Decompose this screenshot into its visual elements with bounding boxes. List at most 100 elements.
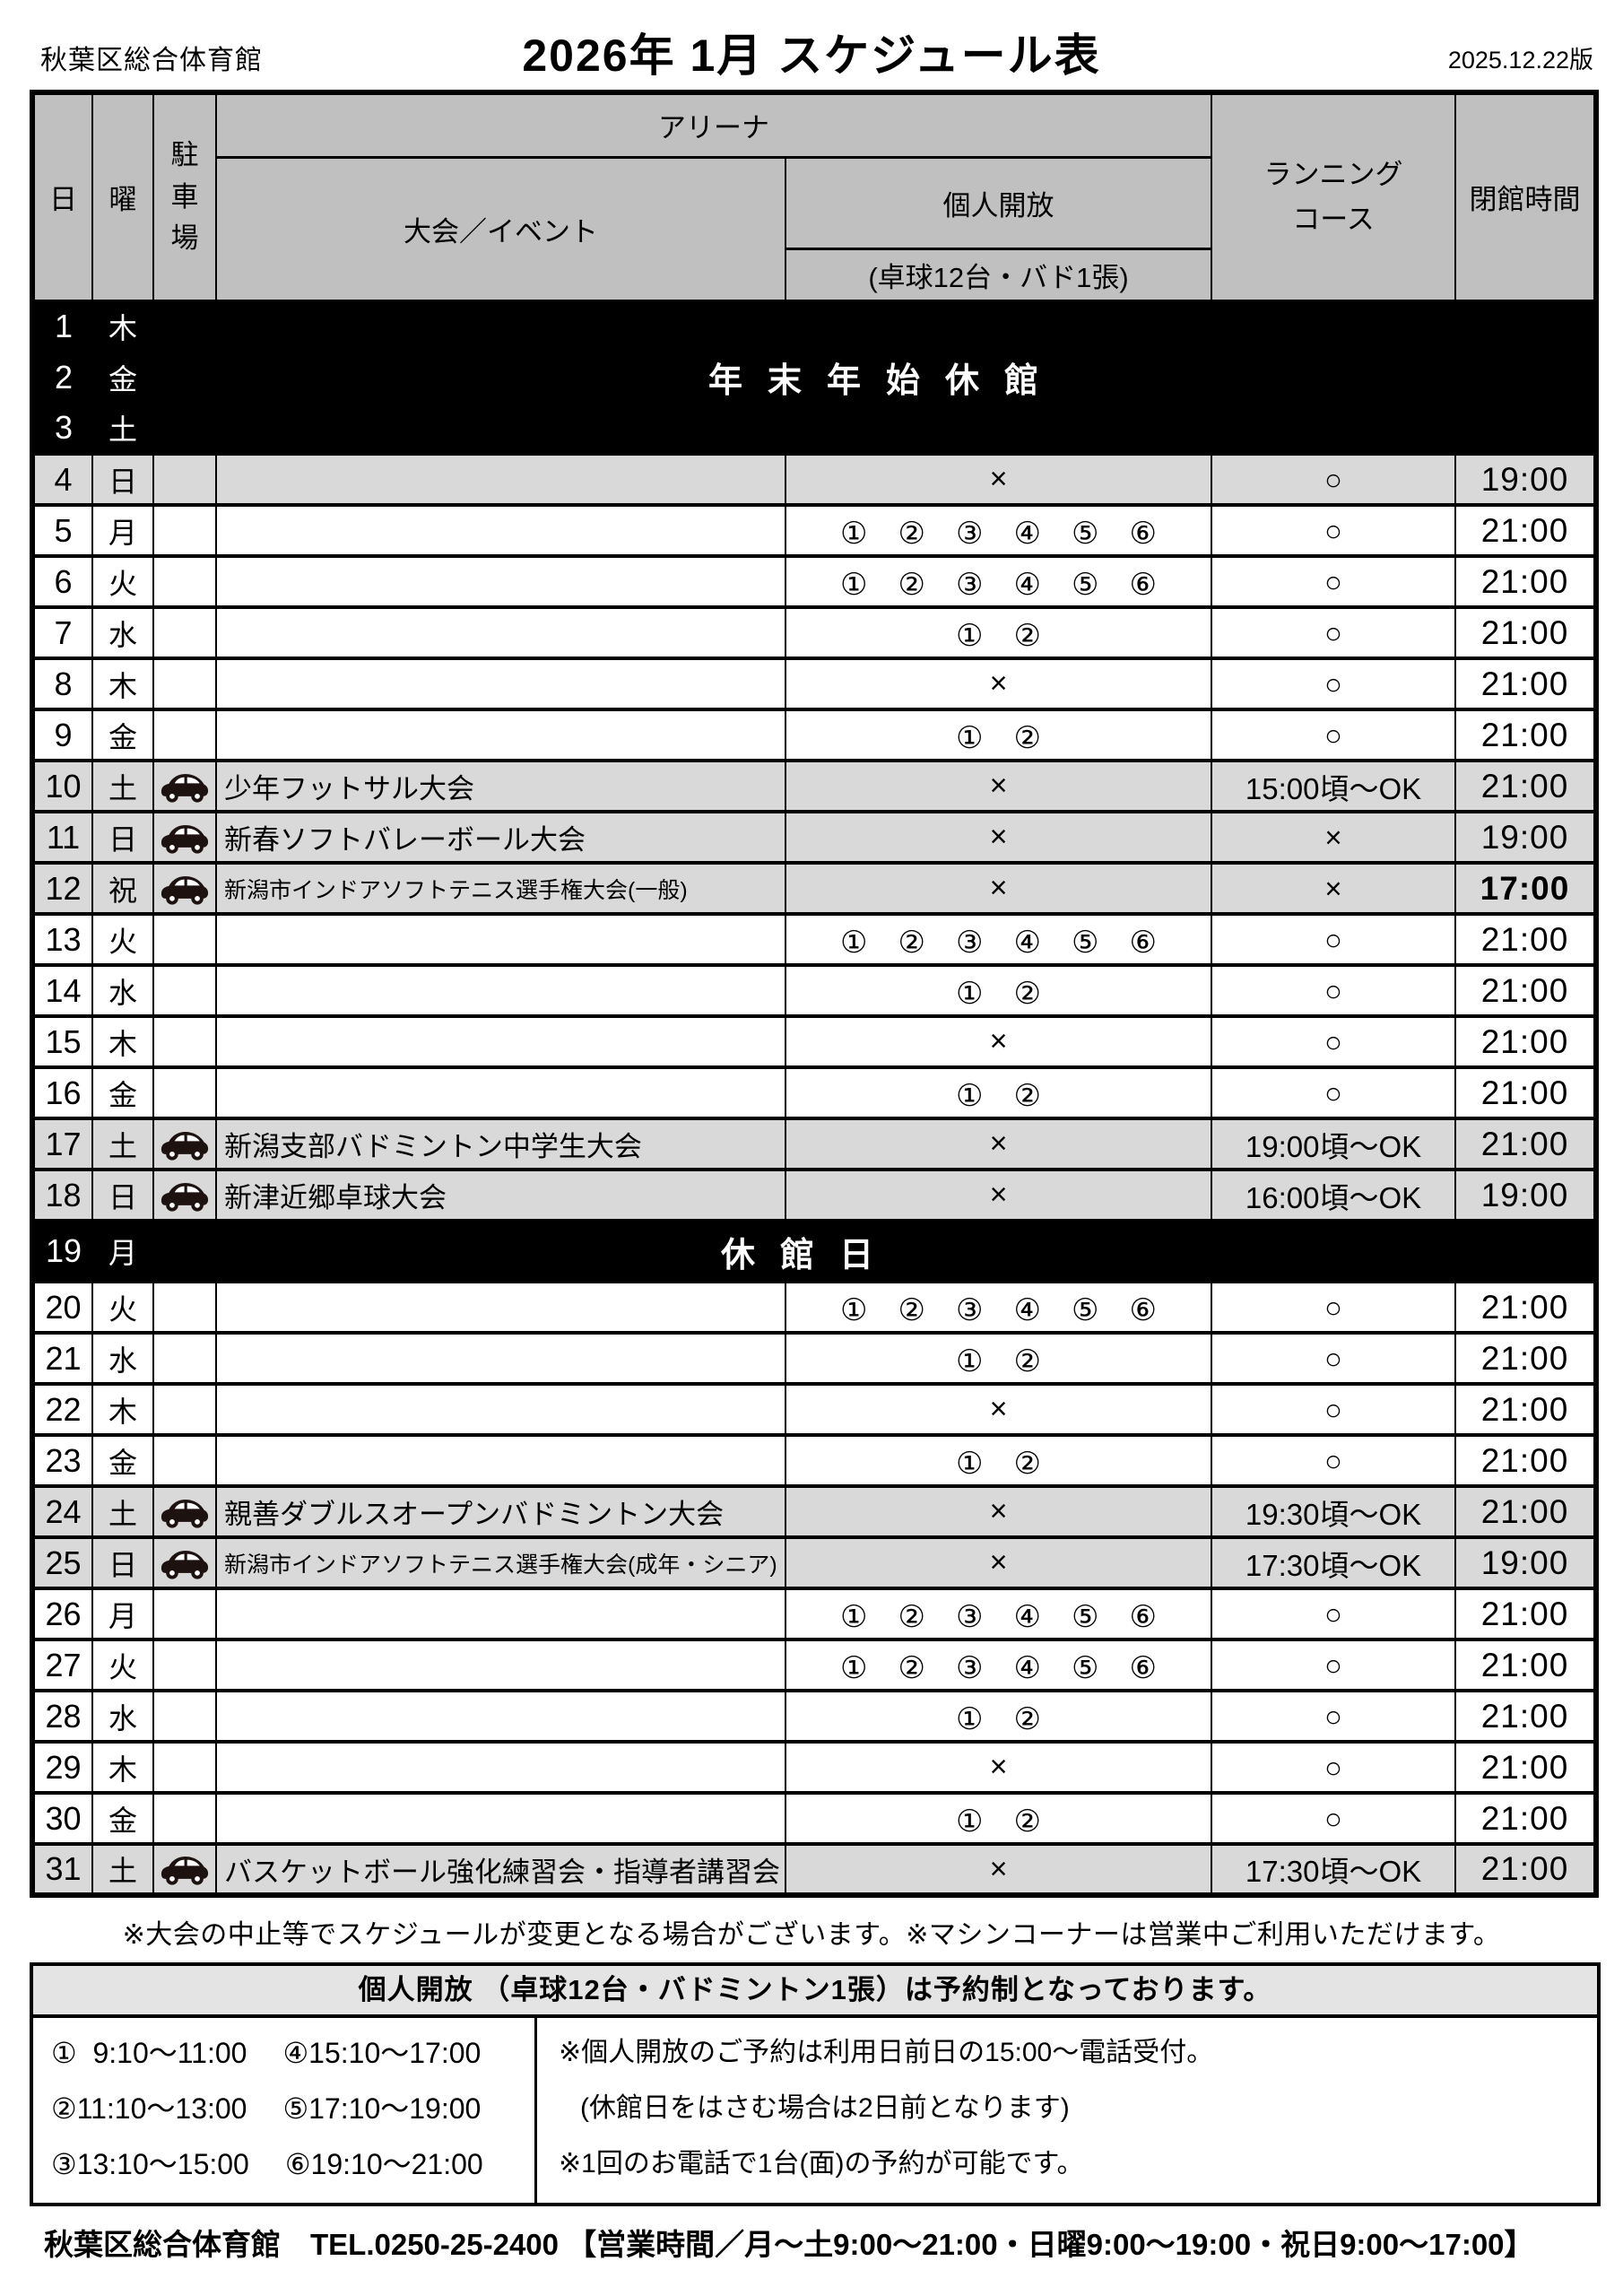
parking-cell <box>152 759 217 813</box>
event-cell: バスケットボール強化練習会・指導者講習会 <box>215 1842 786 1897</box>
day-cell: 16 <box>31 1065 93 1120</box>
running-course-cell: ○ <box>1211 503 1456 558</box>
weekday-cell: 祝 <box>91 861 154 916</box>
table-row-day-17: 17 土 新潟支部バドミントン中学生大会 × 19:00頃～OK 21:00 <box>31 1117 1597 1171</box>
closing-time-cell: 19:00 <box>1454 1535 1597 1590</box>
event-cell <box>215 1382 786 1437</box>
running-course-cell: ○ <box>1211 708 1456 762</box>
table-row-day-21: 21 水 ① ② ○ 21:00 <box>31 1331 1597 1386</box>
title-bar: 秋葉区総合体育館 2026年 1月 スケジュール表 2025.12.22版 <box>30 23 1593 86</box>
event-cell <box>215 1280 786 1335</box>
day-cell: 17 <box>31 1117 93 1171</box>
table-row-day-28: 28 水 ① ② ○ 21:00 <box>31 1689 1597 1744</box>
event-cell <box>215 1740 786 1795</box>
day-cell: 8 <box>31 657 93 711</box>
parking-cell <box>152 1331 217 1386</box>
day-cell: 27 <box>31 1638 93 1692</box>
table-row-day-8: 8 木 × ○ 21:00 <box>31 657 1597 711</box>
personal-open-cell: ① ② <box>785 1689 1212 1744</box>
header-closing-time: 閉館時間 <box>1454 91 1597 302</box>
table-row-day-26: 26 月 ① ② ③ ④ ⑤ ⑥ ○ 21:00 <box>31 1587 1597 1641</box>
event-cell: 新潟市インドアソフトテニス選手権大会(一般) <box>215 861 786 916</box>
table-row-day-27: 27 火 ① ② ③ ④ ⑤ ⑥ ○ 21:00 <box>31 1638 1597 1692</box>
parking-cell <box>152 1740 217 1795</box>
running-course-cell: ○ <box>1211 554 1456 609</box>
parking-cell <box>152 1689 217 1744</box>
personal-open-cell: ① ② ③ ④ ⑤ ⑥ <box>785 912 1212 967</box>
reservation-note: ※個人開放のご予約は利用日前日の15:00～電話受付。 <box>559 2038 1214 2067</box>
closing-time-cell: 21:00 <box>1454 1638 1597 1692</box>
table-row-day-30: 30 金 ① ② ○ 21:00 <box>31 1791 1597 1846</box>
table-row-day-19: 19 月休館日 <box>32 1221 1596 1282</box>
reservation-title: 個人開放 （卓球12台・バドミントン1張）は予約制となっております。 <box>33 1966 1597 2018</box>
parking-cell <box>152 810 217 865</box>
day-cell: 12 <box>31 861 93 916</box>
parking-cell <box>152 1117 217 1171</box>
personal-open-cell: ① ② ③ ④ ⑤ ⑥ <box>785 554 1212 609</box>
weekday-cell: 木 <box>91 1382 154 1437</box>
event-cell: 新津近郷卓球大会 <box>215 1168 786 1222</box>
closing-time-cell: 21:00 <box>1454 1587 1597 1641</box>
running-course-cell: 15:00頃～OK <box>1211 759 1456 813</box>
version-label: 2025.12.22版 <box>1447 47 1593 74</box>
personal-open-cell: ① ② <box>785 605 1212 660</box>
personal-open-cell: ① ② <box>785 1791 1212 1846</box>
weekday-cell: 土 <box>91 1117 154 1171</box>
table-row-day-16: 16 金 ① ② ○ 21:00 <box>31 1065 1597 1120</box>
running-course-cell: ○ <box>1211 1433 1456 1488</box>
parking-cell <box>152 861 217 916</box>
weekday-cell: 土 <box>91 759 154 813</box>
event-cell <box>215 657 786 711</box>
header-day: 日 <box>31 91 93 302</box>
event-cell <box>215 1433 786 1488</box>
closing-time-cell: 21:00 <box>1454 1740 1597 1795</box>
day-cell: 18 <box>31 1168 93 1222</box>
personal-open-cell: × <box>785 1014 1212 1069</box>
day-cell: 28 <box>31 1689 93 1744</box>
weekday-cell: 火 <box>91 1638 154 1692</box>
closing-time-cell: 17:00 <box>1454 861 1597 916</box>
weekday-cell: 土 <box>92 403 153 454</box>
personal-open-cell: ① ② <box>785 963 1212 1018</box>
table-row-day-29: 29 木 × ○ 21:00 <box>31 1740 1597 1795</box>
car-icon <box>159 869 211 909</box>
running-course-cell: ○ <box>1211 657 1456 711</box>
closing-time-cell: 21:00 <box>1454 1433 1597 1488</box>
parking-cell <box>152 657 217 711</box>
running-course-cell: ○ <box>1211 1065 1456 1120</box>
event-cell <box>215 1014 786 1069</box>
parking-cell <box>152 912 217 967</box>
weekday-cell: 金 <box>92 352 153 403</box>
running-course-cell: ○ <box>1211 963 1456 1018</box>
table-row-day-24: 24 土 親善ダブルスオープンバドミントン大会 × 19:30頃～OK 21:00 <box>31 1484 1597 1539</box>
personal-open-cell: ① ② <box>785 1433 1212 1488</box>
weekday-cell: 火 <box>91 1280 154 1335</box>
slot-time: ②11:10～13:00 <box>51 2092 247 2125</box>
weekday-cell: 金 <box>91 708 154 762</box>
reservation-slots: ① 9:10～11:00 ④15:10～17:00 ②11:10～13:00 ⑤17:… <box>33 2018 537 2203</box>
personal-open-cell: ① ② <box>785 1331 1212 1386</box>
closing-time-cell: 21:00 <box>1454 1331 1597 1386</box>
running-course-cell: ○ <box>1211 1014 1456 1069</box>
weekday-cell: 木 <box>91 657 154 711</box>
weekday-cell: 火 <box>91 554 154 609</box>
header-running-line2: コース <box>1292 203 1375 235</box>
event-cell: 親善ダブルスオープンバドミントン大会 <box>215 1484 786 1539</box>
closing-time-cell: 21:00 <box>1454 1689 1597 1744</box>
personal-open-cell: × <box>785 759 1212 813</box>
event-cell <box>215 708 786 762</box>
closing-time-cell: 21:00 <box>1454 1791 1597 1846</box>
event-cell: 新春ソフトバレーボール大会 <box>215 810 786 865</box>
closing-time-cell: 21:00 <box>1454 759 1597 813</box>
event-cell <box>215 963 786 1018</box>
running-course-cell: ○ <box>1211 605 1456 660</box>
running-course-cell: ○ <box>1211 1280 1456 1335</box>
weekday-cell: 日 <box>91 810 154 865</box>
table-row-day-22: 22 木 × ○ 21:00 <box>31 1382 1597 1437</box>
running-course-cell: ○ <box>1211 1382 1456 1437</box>
event-cell <box>215 1689 786 1744</box>
header-weekday: 曜 <box>91 91 154 302</box>
